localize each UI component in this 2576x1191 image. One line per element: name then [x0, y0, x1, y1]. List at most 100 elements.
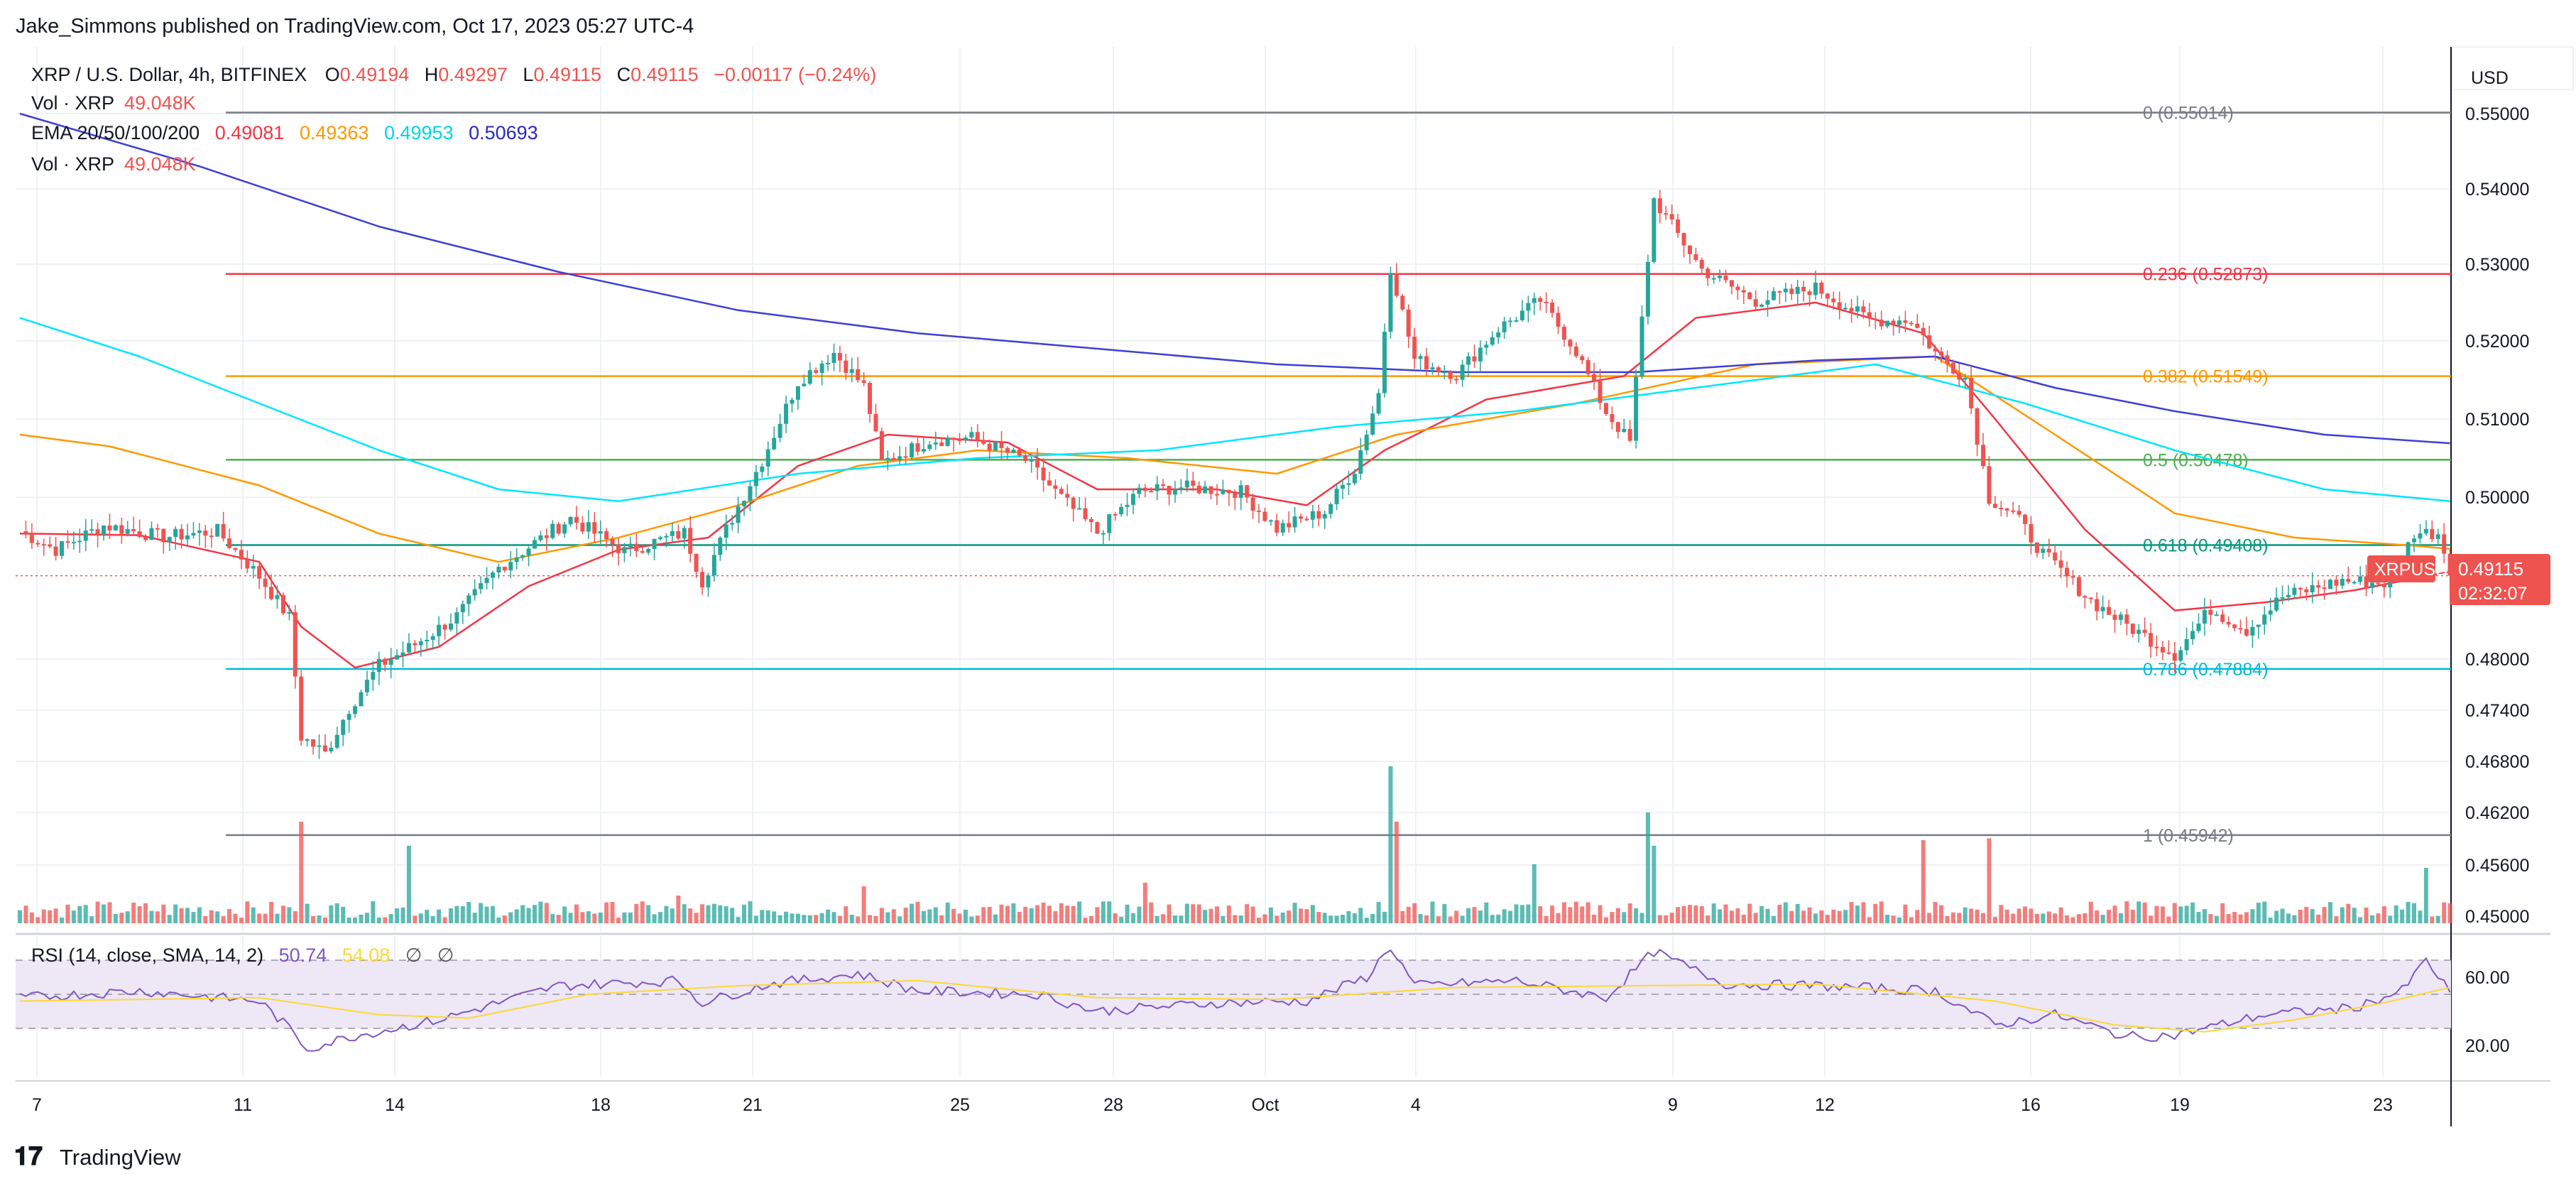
- volume-bar: [1041, 902, 1046, 923]
- volume-bar: [694, 913, 699, 923]
- candle-body: [1208, 486, 1213, 494]
- candle-body: [1897, 320, 1902, 325]
- volume-bar: [2334, 916, 2339, 923]
- candle-body: [437, 624, 442, 636]
- volume-bar: [2316, 914, 2321, 923]
- legend-symbol: XRP / U.S. Dollar, 4h, BITFINEX O0.49194…: [31, 64, 876, 85]
- volume-bar: [550, 913, 555, 923]
- candle-body: [353, 706, 358, 714]
- time-tick-label: 28: [1103, 1095, 1123, 1115]
- tradingview-logo[interactable]: 𝟏𝟕 TradingView: [14, 1141, 181, 1170]
- volume-bar: [1011, 903, 1016, 923]
- volume-bar: [610, 901, 615, 923]
- candle-body: [2226, 621, 2231, 625]
- volume-bar: [2124, 901, 2129, 923]
- candle-body: [616, 544, 621, 553]
- candle-body: [131, 529, 136, 532]
- candle-body: [221, 523, 226, 539]
- fibonacci-retracement[interactable]: 0 (0.55014) 0.236 (0.52873) 0.382 (0.51549…: [16, 104, 2451, 846]
- volume-bar: [508, 912, 513, 923]
- candle-body: [1568, 339, 1573, 347]
- candle-body: [119, 525, 124, 534]
- volume-bar: [2394, 905, 2398, 923]
- candle-body: [233, 548, 238, 550]
- volume-bar: [1580, 906, 1585, 923]
- candle-body: [1107, 513, 1112, 533]
- volume-bar: [2041, 913, 2046, 923]
- candle-body: [400, 652, 405, 656]
- fib-label: 0.236 (0.52873): [2143, 265, 2269, 285]
- candle-body: [2364, 576, 2369, 588]
- volume-bar: [1053, 910, 1058, 923]
- volume-bar: [346, 918, 351, 923]
- candle-body: [2023, 514, 2028, 524]
- fib-label: 0 (0.55014): [2143, 104, 2234, 124]
- candle-body: [23, 531, 28, 534]
- volume-bar: [383, 917, 388, 923]
- candle-body: [173, 528, 178, 538]
- candle-body: [502, 567, 507, 571]
- price-tick-label: 0.51000: [2465, 410, 2529, 430]
- candle-body: [125, 529, 130, 534]
- candle-body: [263, 578, 268, 587]
- volume-bar: [1215, 906, 1219, 923]
- volume-bar: [1088, 915, 1093, 923]
- volume-bar: [1341, 915, 1346, 923]
- volume-bar: [1837, 910, 1842, 923]
- candle-body: [1867, 312, 1872, 319]
- volume-bar: [1179, 915, 1184, 923]
- price-tick-label: 0.48000: [2465, 650, 2529, 670]
- candle-body: [2250, 626, 2255, 636]
- candle-body: [1992, 504, 1997, 509]
- currency-label[interactable]: USD: [2471, 68, 2509, 88]
- candle-body: [364, 680, 369, 692]
- candle-body: [1939, 351, 1944, 356]
- rsi-pane[interactable]: [16, 948, 2451, 1052]
- volume-bar: [1083, 918, 1088, 923]
- volume-bar: [688, 908, 693, 923]
- volume-bar: [1561, 902, 1566, 923]
- candle-body: [711, 555, 716, 576]
- volume-bar: [1765, 908, 1770, 923]
- price-tick-label: 0.46800: [2465, 752, 2529, 772]
- volume-bar: [1897, 917, 1902, 923]
- candle-body: [765, 449, 770, 467]
- candle-body: [544, 535, 549, 538]
- volume-bar: [706, 905, 711, 923]
- rsi-line: [19, 948, 2451, 1052]
- volume-bar: [2435, 915, 2440, 923]
- volume-bar: [1627, 903, 1632, 923]
- candle-body: [1657, 198, 1662, 214]
- volume-bar: [448, 908, 453, 923]
- candle-body: [2004, 508, 2009, 511]
- volume-bar: [1119, 916, 1124, 923]
- volume-bar: [2381, 906, 2386, 923]
- candle-body: [1466, 356, 1471, 365]
- candle-body: [819, 363, 824, 374]
- volume-bar: [772, 911, 777, 923]
- candle-body: [807, 370, 812, 384]
- candle-body: [41, 544, 46, 546]
- volume-bar: [1490, 915, 1495, 923]
- volume-bar: [329, 905, 334, 923]
- volume-bar: [1310, 905, 1315, 923]
- volume-bar: [1262, 914, 1267, 923]
- candles[interactable]: [23, 190, 2452, 759]
- volume-bar: [826, 909, 831, 923]
- volume-bar: [1921, 840, 1926, 923]
- candle-body: [1184, 480, 1189, 488]
- candle-body: [1113, 513, 1118, 516]
- volume-bar: [2107, 910, 2112, 923]
- volume-bar: [317, 915, 322, 923]
- candle-body: [2232, 624, 2237, 629]
- candle-body: [36, 543, 40, 545]
- candle-body: [1322, 513, 1327, 519]
- volume-bar: [1741, 914, 1746, 923]
- volume-bar: [1969, 908, 1974, 923]
- candle-body: [149, 528, 154, 540]
- volume-bar: [2430, 916, 2435, 923]
- volume-bar: [568, 913, 573, 923]
- time-tick-label: 14: [385, 1095, 405, 1115]
